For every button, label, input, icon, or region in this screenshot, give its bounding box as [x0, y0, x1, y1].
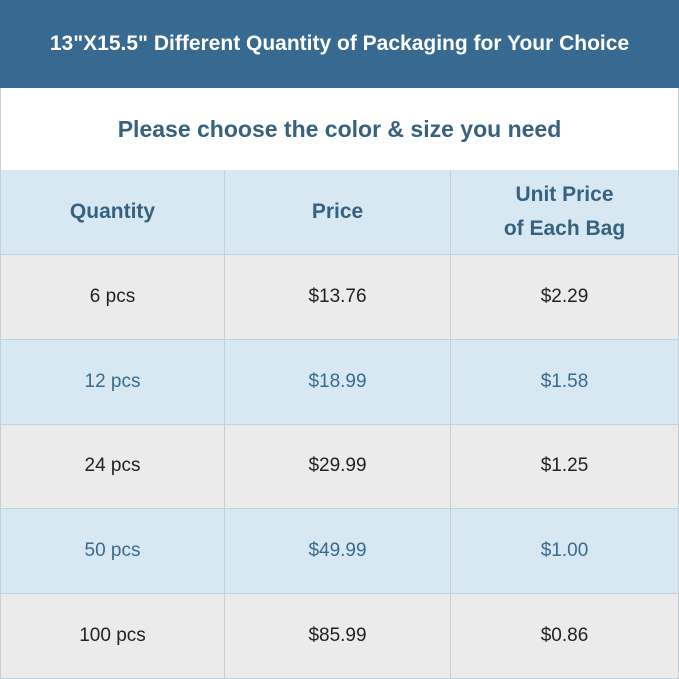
table-cell: 6 pcs — [0, 255, 225, 340]
title-bar: 13"X15.5" Different Quantity of Packagin… — [0, 0, 679, 88]
table-row: 24 pcs $29.99 $1.25 — [0, 424, 679, 510]
table-cell: $1.25 — [451, 424, 679, 510]
table-cell: Price — [225, 170, 451, 255]
table-cell: $1.58 — [451, 339, 679, 425]
table-cell: $0.86 — [451, 594, 679, 679]
table-cell: Quantity — [0, 170, 225, 255]
table-cell: 100 pcs — [0, 594, 225, 679]
table-row: 6 pcs $13.76 $2.29 — [0, 255, 679, 340]
table-row: 50 pcs $49.99 $1.00 — [0, 509, 679, 595]
table-cell: $2.29 — [451, 255, 679, 340]
table-cell: $49.99 — [225, 509, 451, 595]
table-header: Quantity Price Unit Price of Each Bag — [0, 170, 679, 255]
table-cell: 24 pcs — [0, 424, 225, 510]
table-cell: 12 pcs — [0, 339, 225, 425]
table-cell: Unit Price of Each Bag — [451, 170, 679, 255]
price-table: Quantity Price Unit Price of Each Bag 6 pcs… — [0, 170, 679, 679]
subtitle: Please choose the color & size you need — [0, 88, 679, 170]
table-cell: $13.76 — [225, 255, 451, 340]
table-row: 100 pcs $85.99 $0.86 — [0, 594, 679, 679]
table-cell: $1.00 — [451, 509, 679, 595]
table-cell: 50 pcs — [0, 509, 225, 595]
table-cell: $85.99 — [225, 594, 451, 679]
table-row: 12 pcs $18.99 $1.58 — [0, 339, 679, 425]
table-cell: $18.99 — [225, 339, 451, 425]
table-cell: $29.99 — [225, 424, 451, 510]
